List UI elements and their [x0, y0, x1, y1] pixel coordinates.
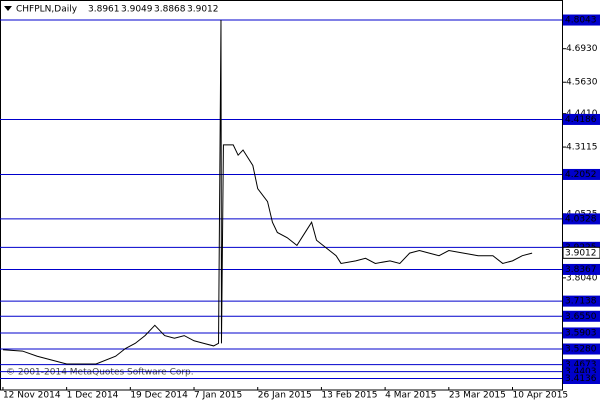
ohlc-value: 3.8868 — [154, 5, 186, 15]
level-label: 3.5280 — [565, 345, 597, 355]
price-label: 3.9012 — [565, 248, 597, 258]
x-tick-label: 19 Dec 2014 — [130, 391, 188, 400]
y-tick-label: 3.8040 — [566, 273, 598, 283]
level-label: 4.8043 — [565, 16, 597, 26]
price-label-box — [562, 246, 600, 259]
x-tick-label: 10 Apr 2015 — [513, 391, 569, 400]
ohlc-value: 3.9049 — [121, 5, 153, 15]
level-label-box — [563, 310, 600, 322]
level-label: 3.5903 — [565, 328, 597, 338]
x-tick-label: 7 Jan 2015 — [194, 391, 242, 400]
level-label: 3.8367 — [565, 265, 597, 275]
level-label-box — [563, 327, 600, 339]
x-tick-label: 13 Feb 2015 — [321, 391, 377, 400]
ohlc-value: 3.9012 — [187, 5, 219, 15]
level-label: 3.4136 — [565, 374, 597, 384]
x-tick-label: 12 Nov 2014 — [3, 391, 61, 400]
level-label: 3.4403 — [565, 367, 597, 377]
level-label-box — [563, 213, 600, 225]
level-label-box — [563, 14, 600, 26]
x-tick-label: 4 Mar 2015 — [385, 391, 436, 400]
menu-arrow — [4, 6, 12, 11]
level-label-box — [563, 373, 600, 385]
y-tick-label: 4.3115 — [566, 143, 598, 153]
level-label-box — [563, 295, 600, 307]
level-label-box — [563, 366, 600, 378]
level-label-box — [563, 263, 600, 275]
x-tick-label: 23 Mar 2015 — [449, 391, 506, 400]
plot-frame — [0, 0, 563, 391]
level-label: 3.6550 — [565, 312, 597, 322]
level-label: 4.0328 — [565, 214, 597, 224]
level-label-box — [563, 168, 600, 180]
level-label: 3.7138 — [565, 297, 597, 307]
level-label: 3.4673 — [565, 360, 597, 370]
x-tick-label: 1 Dec 2014 — [67, 391, 119, 400]
y-tick-label: 4.6930 — [566, 44, 598, 54]
chart-title: CHFPLN,Daily — [16, 5, 78, 15]
level-label: 4.2052 — [565, 170, 597, 180]
level-label-box — [563, 359, 600, 371]
level-label-box — [563, 343, 600, 355]
copyright: © 2001-2014 MetaQuotes Software Corp. — [6, 368, 194, 378]
series-line — [2, 20, 533, 365]
level-label-box — [563, 113, 600, 125]
level-label: 4.4186 — [565, 115, 597, 125]
ohlc-value: 3.8961 — [88, 5, 120, 15]
x-tick-label: 26 Jan 2015 — [258, 391, 312, 400]
y-tick-label: 4.5630 — [566, 78, 598, 88]
